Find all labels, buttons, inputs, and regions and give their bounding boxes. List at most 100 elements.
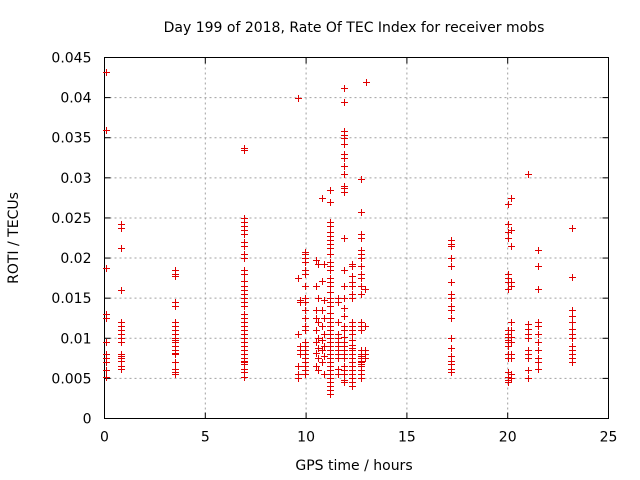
data-point <box>241 271 248 278</box>
data-point <box>103 367 110 374</box>
data-point <box>508 195 515 202</box>
data-point <box>335 319 342 326</box>
data-point <box>448 243 455 250</box>
data-point <box>321 315 328 322</box>
data-point <box>535 359 542 366</box>
data-point <box>313 315 320 322</box>
data-point <box>505 235 512 242</box>
data-point <box>327 199 334 206</box>
data-point <box>327 187 334 194</box>
data-point <box>341 295 348 302</box>
data-point <box>358 235 365 242</box>
data-point <box>448 263 455 270</box>
data-point <box>508 339 515 346</box>
y-tick-label: 0.02 <box>60 251 91 267</box>
data-point <box>525 367 532 374</box>
data-point <box>313 307 320 314</box>
x-tick-label: 20 <box>499 430 517 446</box>
data-point <box>118 225 125 232</box>
data-point <box>172 371 179 378</box>
data-point <box>103 265 110 272</box>
data-point <box>362 323 369 330</box>
data-point <box>362 355 369 362</box>
data-point <box>103 374 110 381</box>
data-point <box>448 255 455 262</box>
y-tick-label: 0.025 <box>51 211 91 227</box>
data-point <box>118 339 125 346</box>
data-point <box>319 323 326 330</box>
data-point <box>341 305 348 312</box>
data-point <box>341 85 348 92</box>
data-point <box>327 289 334 296</box>
data-point <box>508 243 515 250</box>
data-point <box>569 274 576 281</box>
data-point <box>535 331 542 338</box>
data-point <box>172 273 179 280</box>
data-point <box>302 299 309 306</box>
data-point <box>358 375 365 382</box>
data-point <box>341 155 348 162</box>
data-point <box>327 303 334 310</box>
data-point <box>327 283 334 290</box>
y-tick-label: 0.03 <box>60 171 91 187</box>
y-tick-labels: 0 0.005 0.01 0.015 0.02 0.025 0.03 0.035 0.04 0.0… <box>51 51 91 428</box>
data-point <box>525 355 532 362</box>
data-point <box>319 347 326 354</box>
data-point <box>315 319 322 326</box>
data-point <box>295 275 302 282</box>
data-point <box>535 339 542 346</box>
data-point <box>302 283 309 290</box>
data-point <box>315 335 322 342</box>
data-point <box>448 307 455 314</box>
x-tick-label: 5 <box>201 430 210 446</box>
data-point <box>349 273 356 280</box>
data-point <box>319 195 326 202</box>
data-point <box>341 371 348 378</box>
x-tick-label: 0 <box>100 430 109 446</box>
data-point <box>118 245 125 252</box>
data-point <box>341 283 348 290</box>
data-point <box>569 307 576 314</box>
data-point <box>319 337 326 344</box>
data-point <box>535 347 542 354</box>
data-point <box>321 353 328 360</box>
data-point <box>313 283 320 290</box>
data-point <box>448 345 455 352</box>
data-point <box>313 363 320 370</box>
data-point <box>508 327 515 334</box>
data-point <box>341 141 348 148</box>
data-point <box>508 375 515 382</box>
data-point <box>569 313 576 320</box>
data-point <box>535 247 542 254</box>
x-tick-labels: 0 5 10 15 20 25 <box>100 430 617 446</box>
data-point <box>341 235 348 242</box>
data-point <box>535 366 542 373</box>
data-point <box>241 243 248 250</box>
x-tick-label: 10 <box>297 430 315 446</box>
data-point <box>313 339 320 346</box>
data-point <box>505 343 512 350</box>
data-point <box>569 319 576 326</box>
y-tick-label: 0 <box>83 412 92 428</box>
data-point <box>358 263 365 270</box>
data-point <box>569 359 576 366</box>
data-point <box>302 271 309 278</box>
data-point <box>448 315 455 322</box>
data-point <box>508 319 515 326</box>
data-points <box>103 69 576 398</box>
data-point <box>535 263 542 270</box>
data-point <box>341 355 348 362</box>
data-point <box>103 69 110 76</box>
data-point <box>358 327 365 334</box>
data-point <box>535 323 542 330</box>
data-point <box>358 283 365 290</box>
data-point <box>525 375 532 382</box>
data-point <box>341 313 348 320</box>
x-tick-label: 15 <box>398 430 416 446</box>
data-point <box>341 379 348 386</box>
data-point <box>241 231 248 238</box>
data-point <box>505 201 512 208</box>
data-point <box>505 286 512 293</box>
data-point <box>315 345 322 352</box>
data-point <box>241 255 248 262</box>
